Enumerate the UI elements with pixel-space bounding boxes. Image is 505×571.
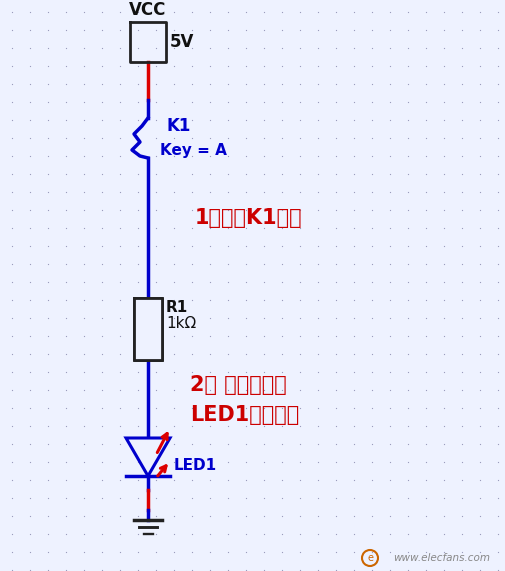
Text: LED1被点亮。: LED1被点亮。	[190, 405, 299, 425]
Text: LED1: LED1	[174, 457, 217, 472]
Text: 1kΩ: 1kΩ	[166, 316, 196, 331]
Text: www.elecfans.com: www.elecfans.com	[393, 553, 490, 563]
Text: Key = A: Key = A	[160, 143, 227, 158]
Text: e: e	[367, 553, 373, 563]
Text: 1、开关K1合上: 1、开关K1合上	[195, 208, 302, 228]
Polygon shape	[126, 438, 170, 476]
Text: R1: R1	[166, 300, 188, 315]
Text: 2、 发光二极管: 2、 发光二极管	[190, 375, 287, 395]
Text: 5V: 5V	[170, 33, 194, 51]
Text: K1: K1	[166, 117, 190, 135]
Polygon shape	[134, 298, 162, 360]
Text: VCC: VCC	[129, 1, 167, 19]
